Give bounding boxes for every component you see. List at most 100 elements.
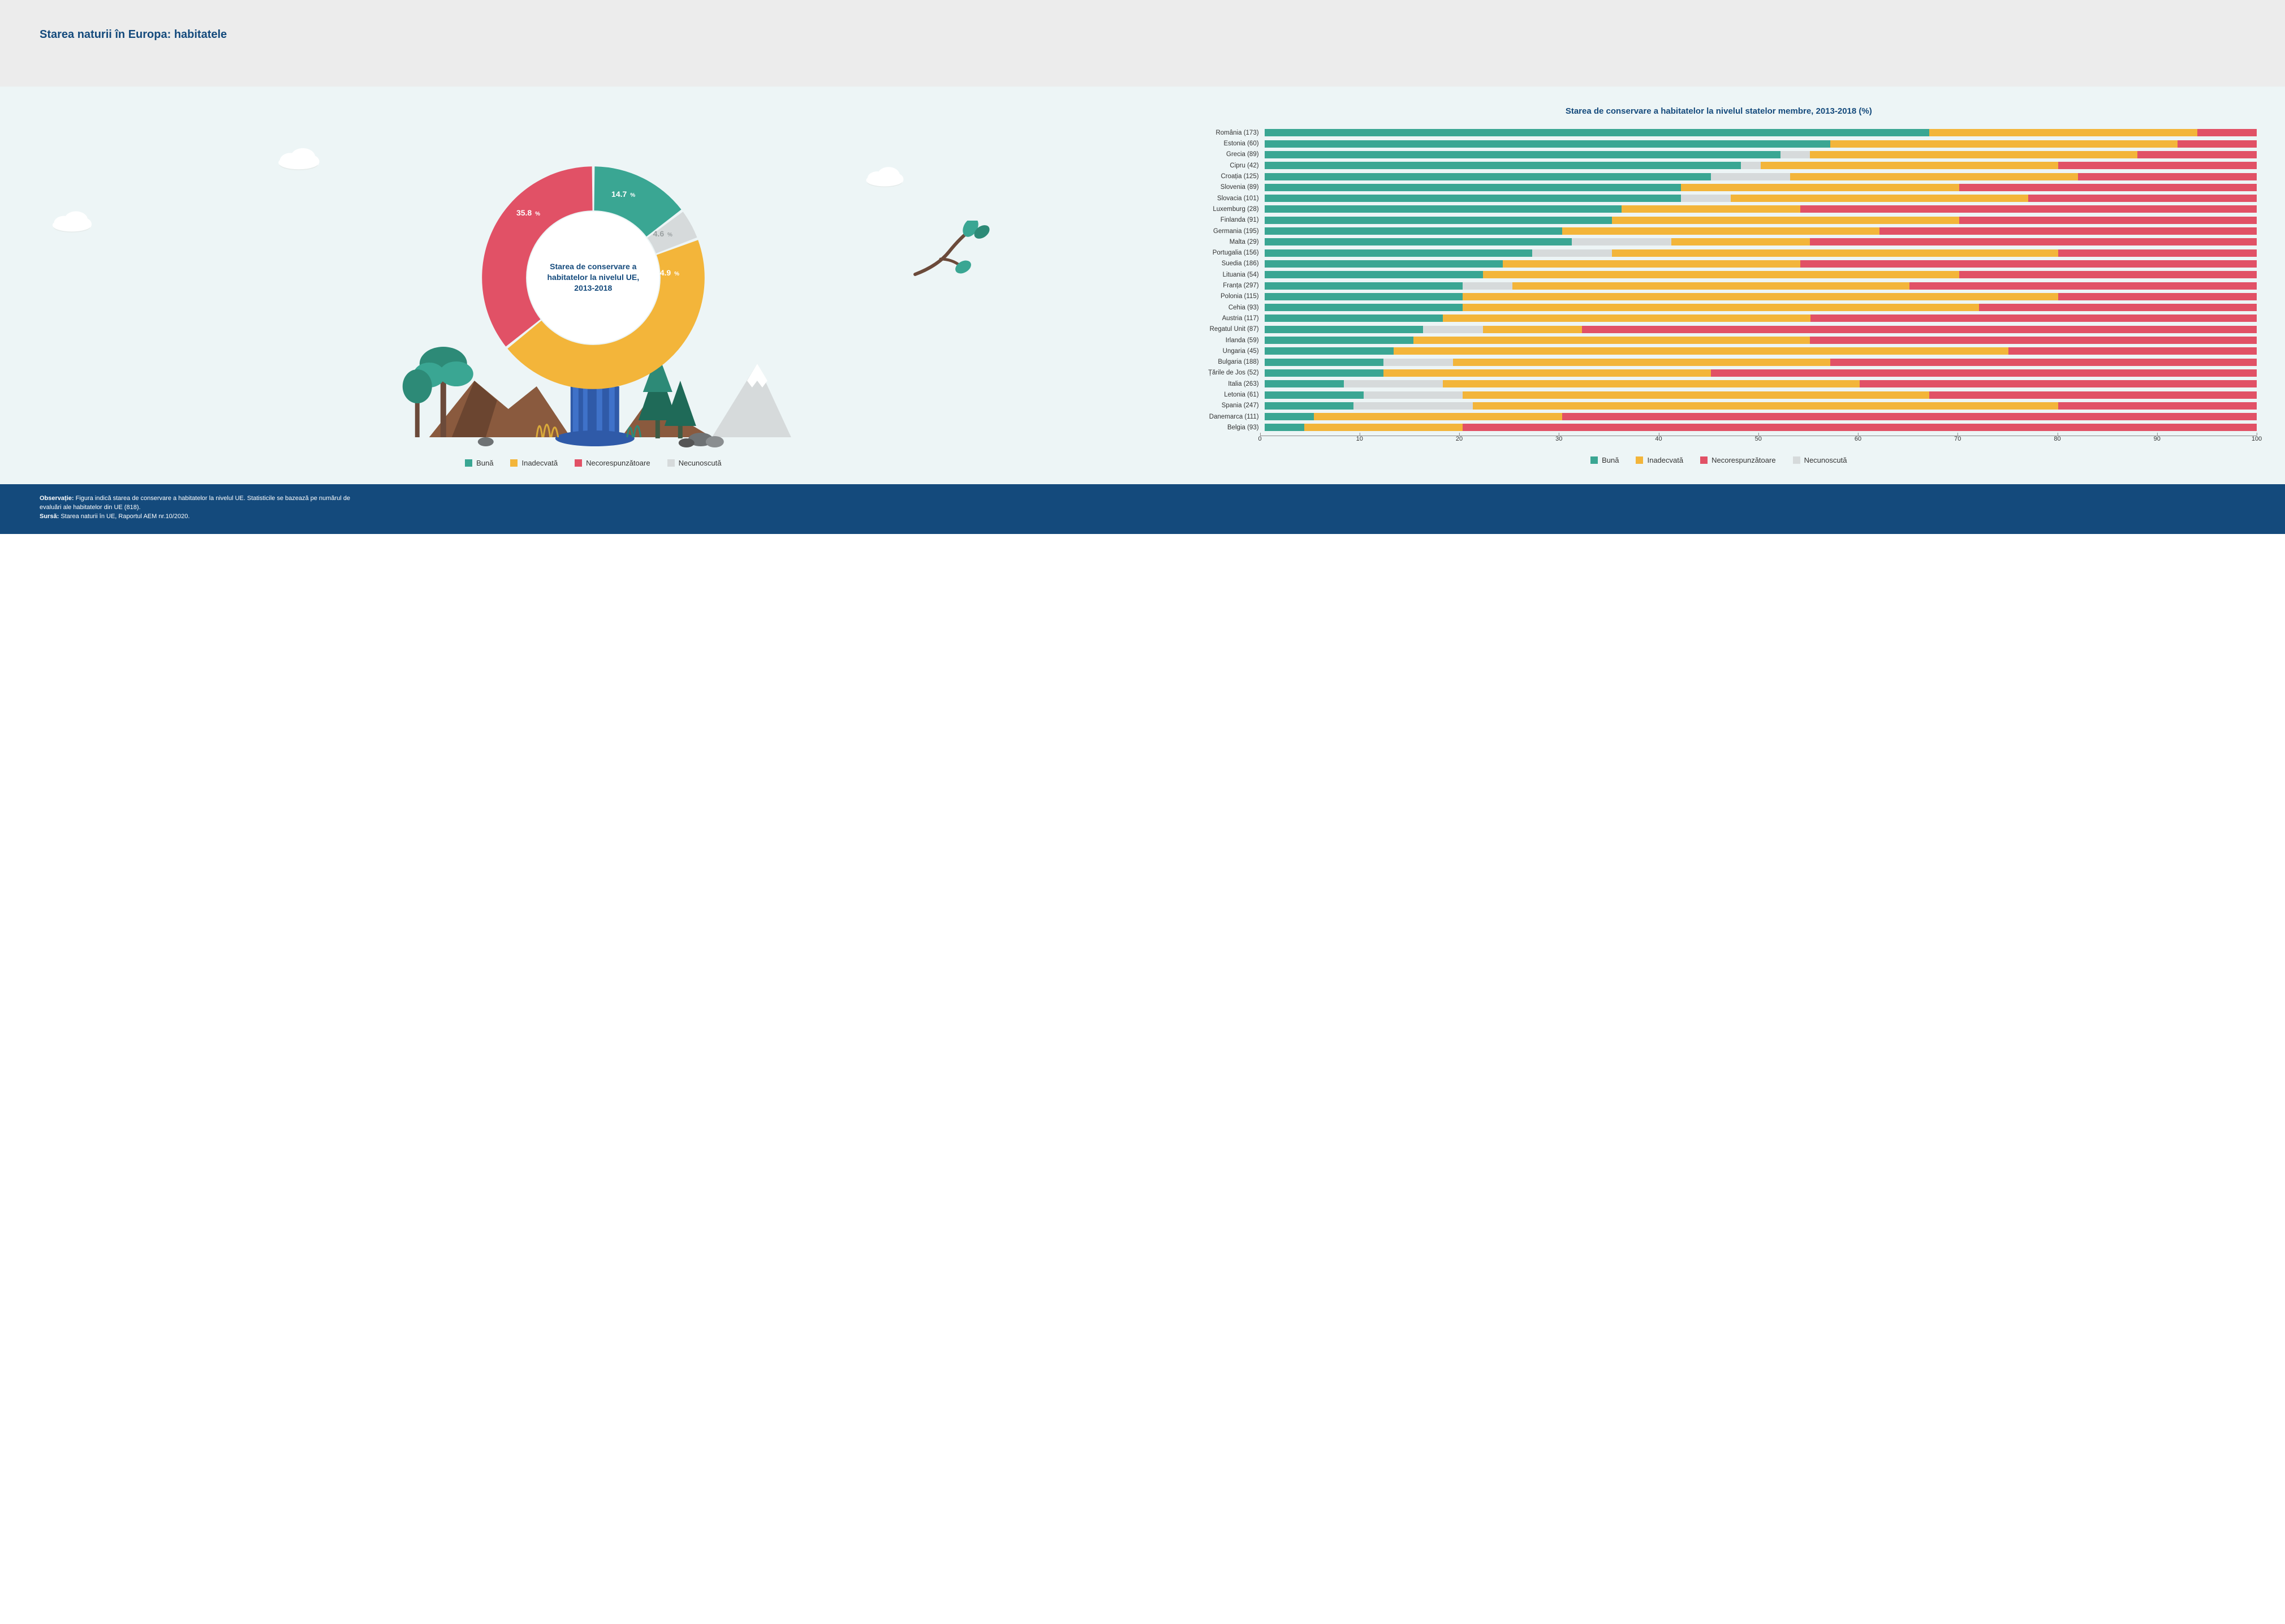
right-panel: Starea de conservare a habitatelor la ni… (1181, 109, 2257, 467)
bar-segment (1344, 380, 1443, 387)
bar-segment (2058, 249, 2257, 257)
bar-row: Estonia (60) (1185, 139, 2257, 149)
bar-track (1265, 326, 2257, 333)
bar-row: Finlanda (91) (1185, 215, 2257, 226)
bar-segment (1265, 391, 1364, 399)
bar-segment (1265, 217, 1612, 224)
bar-segment (2008, 347, 2257, 355)
bar-segment (1562, 413, 2257, 420)
bar-segment (1353, 402, 1473, 410)
bar-segment (1265, 238, 1572, 245)
bar-track (1265, 304, 2257, 311)
header: Starea naturii în Europa: habitatele (0, 0, 2285, 87)
bar-segment (1265, 369, 1384, 377)
bar-row: Italia (263) (1185, 378, 2257, 389)
bar-track (1265, 173, 2257, 180)
legend-item: Necorespunzătoare (1700, 456, 1775, 464)
legend-label: Bună (1602, 456, 1619, 464)
bar-label: Grecia (89) (1185, 151, 1265, 158)
bar-row: Slovacia (101) (1185, 193, 2257, 204)
donut-center: Starea de conservare a habitatelor la ni… (477, 162, 709, 394)
bar-segment (1761, 162, 2058, 169)
bar-segment (1304, 424, 1463, 431)
bar-segment (1681, 195, 1731, 202)
bar-segment (1443, 315, 1810, 322)
main: Starea de conservare a habitatelor la ni… (0, 87, 2285, 484)
bar-segment (1741, 162, 1761, 169)
bar-segment (1681, 184, 1959, 191)
bar-segment (1572, 238, 1671, 245)
bar-track (1265, 184, 2257, 191)
bar-row: Germania (195) (1185, 226, 2257, 236)
bar-segment (2197, 129, 2257, 136)
cloud-icon (864, 163, 905, 187)
bar-segment (1810, 151, 2137, 158)
legend-item: Inadecvată (510, 459, 558, 467)
bar-row: Belgia (93) (1185, 422, 2257, 433)
bar-row: Țările de Jos (52) (1185, 368, 2257, 378)
bar-segment (1711, 369, 2257, 377)
bar-track (1265, 413, 2257, 420)
bar-segment (2137, 151, 2257, 158)
bar-track (1265, 195, 2257, 202)
bar-label: Ungaria (45) (1185, 348, 1265, 355)
footer-obs-text: Figura indică starea de conservare a hab… (40, 495, 350, 511)
bar-segment (1265, 315, 1443, 322)
bar-label: Malta (29) (1185, 239, 1265, 245)
bar-track (1265, 347, 2257, 355)
bar-segment (1463, 304, 1978, 311)
bar-segment (1413, 337, 1810, 344)
bar-label: Irlanda (59) (1185, 337, 1265, 344)
bar-segment (1671, 238, 1810, 245)
bar-track (1265, 315, 2257, 322)
bar-track (1265, 238, 2257, 245)
bar-segment (1711, 173, 1790, 180)
bar-segment (1562, 227, 1879, 235)
bar-segment (1929, 391, 2257, 399)
bar-label: Luxemburg (28) (1185, 206, 1265, 213)
bar-segment (1810, 238, 2256, 245)
bar-segment (1265, 151, 1780, 158)
bar-segment (1265, 249, 1533, 257)
bar-label: Slovacia (101) (1185, 195, 1265, 202)
bar-row: Portugalia (156) (1185, 248, 2257, 259)
bar-label: Cipru (42) (1185, 162, 1265, 169)
bar-segment (1265, 184, 1682, 191)
legend-label: Necunoscută (679, 459, 722, 467)
legend-item: Necorespunzătoare (575, 459, 650, 467)
bar-segment (2028, 195, 2257, 202)
legend-swatch (1700, 456, 1708, 464)
donut-slice-label: 44.9 % (656, 268, 679, 277)
bar-segment (1780, 151, 1810, 158)
bar-segment (2058, 162, 2257, 169)
bar-segment (1790, 173, 2078, 180)
bar-segment (1830, 140, 2178, 148)
bar-track (1265, 271, 2257, 278)
bar-label: Finlanda (91) (1185, 217, 1265, 223)
legend-swatch (575, 459, 582, 467)
bar-label: Croația (125) (1185, 173, 1265, 180)
axis-tick: 0 (1258, 436, 1262, 442)
donut-chart: Starea de conservare a habitatelor la ni… (477, 162, 709, 394)
bar-segment (1909, 282, 2257, 290)
bar-segment (1503, 260, 1800, 268)
bar-track (1265, 140, 2257, 148)
bar-segment (1265, 326, 1424, 333)
page-title: Starea naturii în Europa: habitatele (40, 28, 2245, 41)
footer-obs-label: Observație: (40, 495, 74, 502)
bar-segment (1979, 304, 2257, 311)
bar-segment (1731, 195, 2028, 202)
bar-label: Italia (263) (1185, 381, 1265, 387)
bar-segment (1423, 326, 1482, 333)
bar-segment (1532, 249, 1611, 257)
bar-track (1265, 391, 2257, 399)
legend-item: Inadecvată (1636, 456, 1683, 464)
bar-track (1265, 380, 2257, 387)
axis-tick: 20 (1456, 436, 1463, 442)
bar-track (1265, 369, 2257, 377)
bar-label: Spania (247) (1185, 402, 1265, 409)
bar-label: Portugalia (156) (1185, 249, 1265, 256)
bar-label: Slovenia (89) (1185, 184, 1265, 191)
bar-segment (1265, 380, 1344, 387)
bar-label: Țările de Jos (52) (1185, 369, 1265, 376)
